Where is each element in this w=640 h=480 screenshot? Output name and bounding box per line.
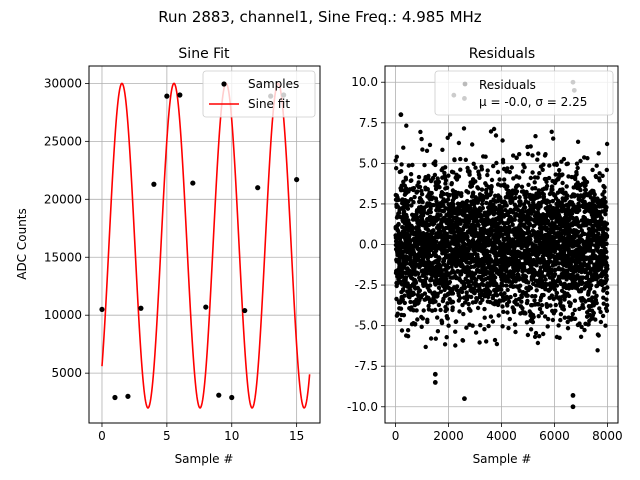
y-tick-label: 30000 — [44, 76, 82, 90]
x-tick-label: 0 — [392, 429, 400, 443]
sample-point — [216, 392, 222, 398]
residuals-legend: Residuals μ = -0.0, σ = 2.25 — [434, 70, 614, 116]
legend-residuals-label: Residuals — [479, 78, 536, 92]
residual-outlier — [462, 396, 467, 402]
figure-suptitle: Run 2883, channel1, Sine Freq.: 4.985 MH… — [158, 8, 482, 26]
y-tick-label: -2.5 — [355, 278, 378, 292]
sample-point — [242, 307, 248, 314]
y-tick-label: 10.0 — [351, 75, 378, 89]
y-tick-label: 0.0 — [359, 238, 378, 252]
residual-cloud — [393, 123, 610, 353]
sample-point — [125, 393, 131, 399]
residual-outlier — [432, 380, 438, 385]
sample-point — [164, 93, 170, 99]
y-tick-label: 25000 — [44, 134, 82, 148]
y-tick-label: -5.0 — [355, 319, 378, 333]
legend-samples-label: Samples — [248, 77, 299, 91]
legend-stats-label: μ = -0.0, σ = 2.25 — [479, 95, 587, 109]
sine-fit-title: Sine Fit — [178, 46, 230, 62]
legend-samples-marker — [221, 81, 227, 87]
y-tick-label: 7.5 — [359, 116, 378, 130]
y-tick-label: 10000 — [44, 308, 82, 322]
sine-fit-xlabel: Sample # — [175, 452, 234, 466]
residuals-axes: Residuals Sample # 0 2000 4000 6000 8000 -10.… — [347, 46, 623, 466]
sine-fit-ylabel: ADC Counts — [15, 208, 29, 280]
y-tick-label: 5.0 — [359, 156, 378, 170]
residual-outlier — [432, 371, 438, 377]
y-tick-label: -7.5 — [355, 359, 378, 373]
sample-point — [229, 394, 235, 401]
x-tick-label: 2000 — [433, 429, 464, 443]
sample-point — [138, 305, 144, 311]
y-tick-label: 2.5 — [359, 197, 378, 211]
y-tick-label: 5000 — [51, 366, 82, 380]
sample-point — [255, 185, 261, 191]
axes-frame — [88, 65, 321, 424]
x-tick-label: 0 — [98, 429, 106, 443]
residuals-title: Residuals — [469, 46, 535, 62]
sample-point — [177, 92, 183, 98]
axes-frame — [384, 65, 619, 424]
sample-point — [112, 394, 118, 401]
legend-box — [434, 70, 614, 116]
axes-grid — [89, 66, 320, 423]
x-tick-label: 10 — [224, 429, 239, 443]
residual-outlier — [570, 404, 576, 410]
sine-fit-axes: Sine Fit Sample # ADC Counts 0 5 10 15 5000 1… — [15, 46, 321, 466]
sample-point — [294, 176, 300, 183]
residuals-xlabel: Sample # — [473, 452, 532, 466]
y-tick-label: -10.0 — [347, 400, 378, 414]
x-tick-label: 5 — [163, 429, 171, 443]
legend-fit-label: Sine fit — [248, 97, 290, 111]
x-tick-label: 4000 — [486, 429, 517, 443]
x-tick-label: 8000 — [592, 429, 623, 443]
residual-outlier — [570, 393, 576, 398]
y-tick-label: 15000 — [44, 250, 82, 264]
sample-point — [99, 306, 105, 313]
x-tick-label: 15 — [289, 429, 304, 443]
residual-outlier — [398, 112, 404, 118]
y-tick-label: 20000 — [44, 192, 82, 206]
legend-box — [202, 70, 316, 118]
sine-fit-legend: Samples Sine fit — [202, 70, 316, 118]
sample-point — [151, 181, 157, 187]
sine-fit-line — [101, 82, 311, 409]
legend-residuals-marker — [462, 81, 468, 87]
sample-point — [203, 304, 209, 310]
x-tick-label: 6000 — [539, 429, 570, 443]
sample-point — [190, 180, 196, 186]
